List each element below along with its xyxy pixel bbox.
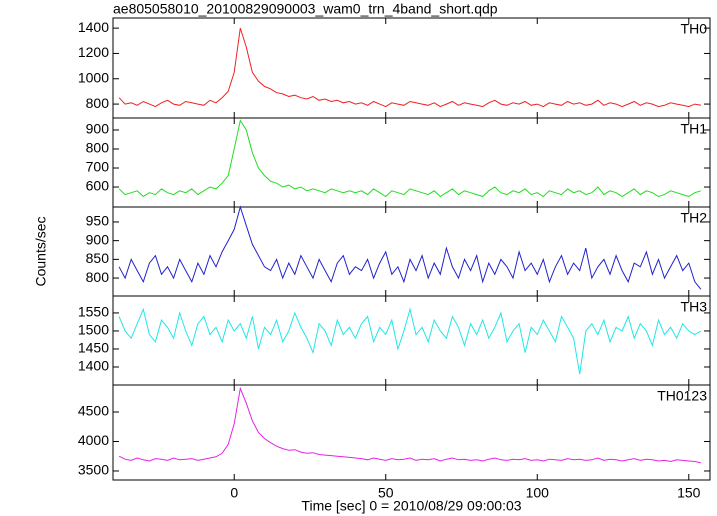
panel-label: TH1 [681, 121, 708, 137]
panel-label: TH0123 [657, 388, 707, 404]
panel-label: TH0 [681, 21, 708, 37]
light-curve [118, 205, 702, 290]
light-curve [118, 386, 701, 464]
panel-frame [112, 17, 711, 119]
y-tick-label: 850 [86, 250, 110, 266]
y-tick-label: 900 [86, 231, 110, 247]
light-curve [118, 119, 702, 198]
y-tick-label: 700 [86, 159, 110, 175]
y-tick-label: 800 [86, 269, 110, 285]
y-tick-label: 600 [86, 178, 110, 194]
y-tick-label: 900 [86, 121, 110, 137]
panel-frame [112, 384, 711, 481]
x-axis-label: Time [sec] 0 = 2010/08/29 09:00:03 [301, 498, 521, 514]
y-tick-label: 800 [86, 95, 110, 111]
x-tick-label: 150 [677, 485, 701, 501]
y-tick-label: 950 [86, 213, 110, 229]
y-tick-label: 800 [86, 140, 110, 156]
y-tick-label: 1400 [78, 19, 109, 35]
light-curve [118, 27, 701, 108]
y-tick-label: 1500 [78, 322, 109, 338]
light-curve [118, 307, 702, 375]
x-tick-label: 50 [378, 485, 394, 501]
x-tick-label: 100 [526, 485, 550, 501]
y-tick-label: 1000 [78, 69, 109, 85]
x-tick-label: 0 [230, 485, 238, 501]
panel-label: TH2 [681, 210, 708, 226]
y-tick-label: 1400 [78, 358, 109, 374]
panel-frame [112, 206, 711, 297]
panel-frame [112, 117, 711, 208]
y-tick-label: 1450 [78, 340, 109, 356]
chart-title: ae805058010_20100829090003_wam0_trn_4ban… [113, 1, 498, 17]
y-tick-label: 4500 [78, 403, 109, 419]
y-tick-label: 4000 [78, 432, 109, 448]
y-axis-label: Counts/sec [33, 216, 49, 286]
y-tick-label: 1550 [78, 304, 109, 320]
panel-label: TH3 [681, 299, 708, 315]
y-tick-label: 1200 [78, 44, 109, 60]
panel-frame [112, 295, 711, 386]
y-tick-label: 3500 [78, 462, 109, 478]
